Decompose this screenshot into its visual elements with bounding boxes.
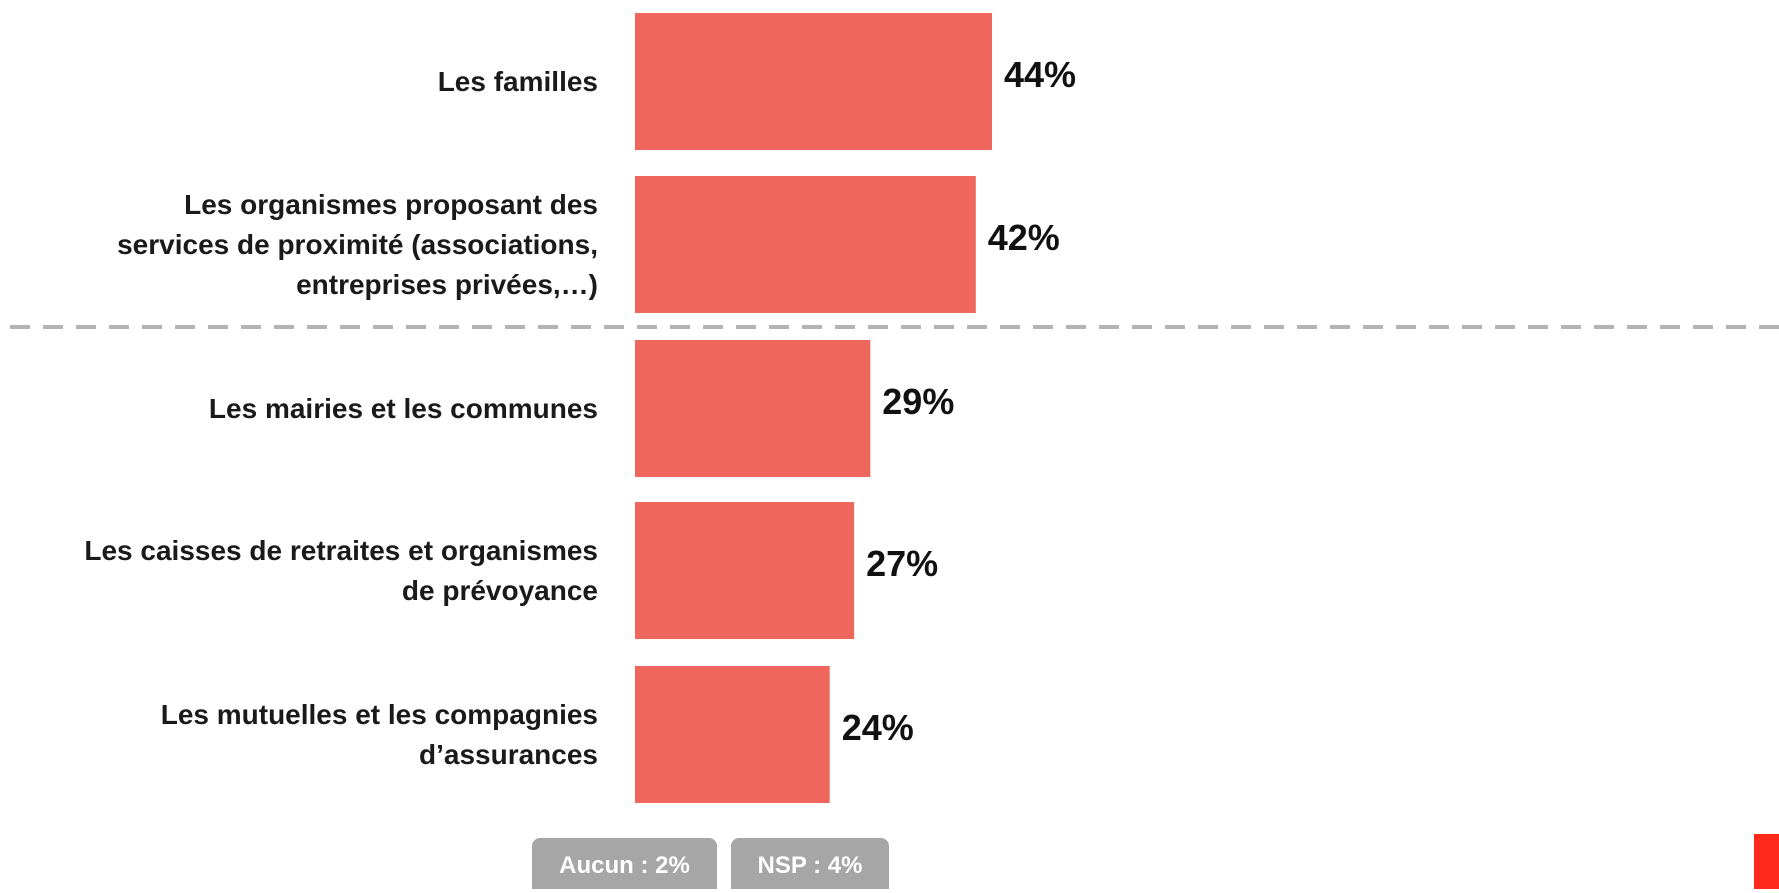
value-label-1: 44% xyxy=(1004,53,1077,95)
category-label-line: d’assurances xyxy=(419,738,598,770)
category-label-line: Les organismes proposant des xyxy=(184,188,598,220)
bar-5 xyxy=(635,666,830,803)
bar-2 xyxy=(635,176,976,313)
corner-brand-mark xyxy=(1754,834,1779,889)
bar-3 xyxy=(635,340,871,477)
category-label-line: Les mairies et les communes xyxy=(208,392,598,424)
category-label-line: de prévoyance xyxy=(401,574,598,606)
category-label-line: services de proximité (associations, xyxy=(117,228,598,260)
category-label-line: Les caisses de retraites et organismes xyxy=(84,534,598,566)
badge-aucun: Aucun : 2% xyxy=(532,838,717,889)
value-label-5: 24% xyxy=(841,706,914,748)
category-label-4: Les caisses de retraites et organismes de… xyxy=(0,502,598,639)
value-label-3: 29% xyxy=(882,380,955,422)
category-label-2: Les organismes proposant des services de … xyxy=(0,176,598,313)
category-label-line: Les familles xyxy=(437,65,598,97)
bar-4 xyxy=(635,502,855,639)
category-label-3: Les mairies et les communes xyxy=(0,340,598,477)
bar-1 xyxy=(635,13,992,150)
value-label-2: 42% xyxy=(987,216,1060,258)
category-label-line: entreprises privées,…) xyxy=(296,268,598,300)
value-label-4: 27% xyxy=(866,542,939,584)
category-label-1: Les familles xyxy=(0,13,598,150)
category-label-5: Les mutuelles et les compagnies d’assuran… xyxy=(0,666,598,803)
badge-nsp: NSP : 4% xyxy=(731,838,889,889)
category-label-line: Les mutuelles et les compagnies xyxy=(160,698,598,730)
